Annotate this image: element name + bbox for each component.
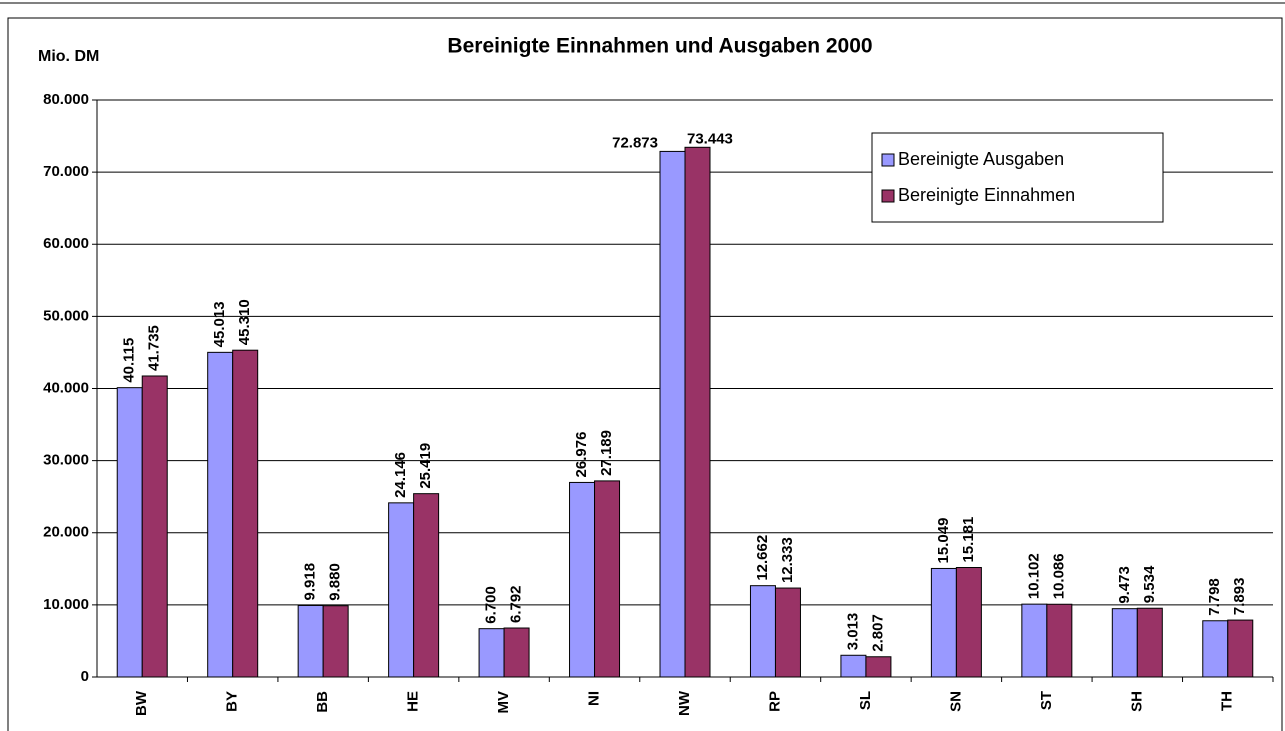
x-tick-label: HE xyxy=(405,691,422,712)
bar xyxy=(141,375,168,678)
value-label: 7.893 xyxy=(1231,578,1248,616)
bar xyxy=(594,480,621,678)
x-tick-label: RP xyxy=(766,691,783,712)
x-tick-label: NW xyxy=(676,690,693,716)
value-label: 72.873 xyxy=(612,134,658,151)
y-tick-label: 50.000 xyxy=(43,307,89,324)
bar xyxy=(840,654,867,678)
value-label: 15.049 xyxy=(935,518,952,564)
value-label: 73.443 xyxy=(687,130,733,147)
bar xyxy=(1227,619,1254,678)
x-tick-label: SN xyxy=(947,691,964,712)
value-label: 9.918 xyxy=(302,563,319,601)
bar xyxy=(774,587,801,678)
x-tick-label: SL xyxy=(857,691,874,710)
legend-swatch xyxy=(881,153,895,167)
bar xyxy=(1202,620,1229,678)
legend-swatch xyxy=(881,189,895,203)
x-tick-label: MV xyxy=(495,691,512,714)
bar xyxy=(749,585,776,678)
value-label: 45.310 xyxy=(236,299,253,345)
value-label: 7.798 xyxy=(1206,578,1223,616)
bar xyxy=(1136,607,1163,678)
x-tick-label: ST xyxy=(1038,691,1055,710)
value-label: 6.700 xyxy=(483,586,500,624)
value-label: 27.189 xyxy=(598,430,615,476)
y-tick-label: 80.000 xyxy=(43,91,89,108)
value-label: 40.115 xyxy=(121,338,138,383)
bar xyxy=(116,387,143,678)
bar xyxy=(1021,603,1048,678)
value-label: 12.333 xyxy=(779,537,796,583)
value-label: 26.976 xyxy=(573,432,590,478)
legend-label: Bereinigte Einnahmen xyxy=(898,185,1075,205)
legend-box xyxy=(871,132,1164,223)
x-tick-label: BY xyxy=(224,691,241,712)
bar xyxy=(478,628,505,678)
y-tick-label: 60.000 xyxy=(43,235,89,252)
value-label: 41.735 xyxy=(146,325,163,371)
chart-title: Bereinigte Einnahmen und Ausgaben 2000 xyxy=(447,35,872,58)
value-label: 9.880 xyxy=(327,563,344,601)
y-tick-label: 0 xyxy=(81,668,89,685)
bar xyxy=(207,351,234,678)
bar xyxy=(955,567,982,678)
value-label: 12.662 xyxy=(754,535,771,581)
value-label: 9.534 xyxy=(1141,565,1158,603)
value-label: 2.807 xyxy=(869,614,886,652)
value-label: 10.102 xyxy=(1025,553,1042,599)
bar xyxy=(413,493,440,678)
bar xyxy=(503,627,530,678)
value-label: 45.013 xyxy=(211,301,228,347)
value-label: 3.013 xyxy=(844,613,861,651)
value-label: 15.181 xyxy=(960,517,977,563)
y-tick-label: 30.000 xyxy=(43,452,89,469)
bar xyxy=(569,481,596,678)
bar xyxy=(930,567,957,678)
bar xyxy=(659,150,686,678)
bar xyxy=(1111,608,1138,678)
bar xyxy=(684,146,711,678)
chart-frame xyxy=(7,17,1283,731)
value-label: 10.086 xyxy=(1050,553,1067,599)
bar xyxy=(1046,603,1073,678)
x-tick-label: TH xyxy=(1219,691,1236,711)
y-tick-label: 40.000 xyxy=(43,379,89,396)
value-label: 9.473 xyxy=(1116,566,1133,604)
y-tick-label: 70.000 xyxy=(43,163,89,180)
y-tick-label: 10.000 xyxy=(43,596,89,613)
value-label: 24.146 xyxy=(392,452,409,498)
y-axis-label: Mio. DM xyxy=(38,48,99,65)
bar xyxy=(297,604,324,678)
x-tick-label: NI xyxy=(586,691,603,706)
bar xyxy=(865,656,892,678)
value-label: 6.792 xyxy=(508,585,525,623)
x-tick-label: BB xyxy=(314,691,331,713)
bar xyxy=(388,502,415,678)
y-tick-label: 20.000 xyxy=(43,524,89,541)
x-tick-label: SH xyxy=(1128,691,1145,712)
bar xyxy=(322,605,349,678)
bar xyxy=(232,349,259,678)
value-label: 25.419 xyxy=(417,443,434,489)
x-tick-label: BW xyxy=(133,690,150,716)
legend-label: Bereinigte Ausgaben xyxy=(898,149,1064,169)
